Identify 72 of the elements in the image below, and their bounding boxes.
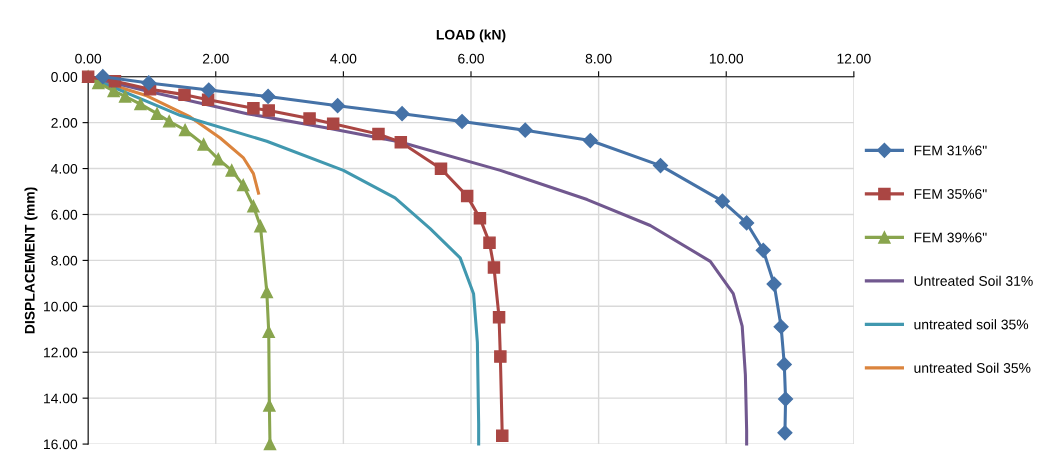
point [330, 98, 346, 114]
point [260, 285, 274, 299]
point [394, 106, 410, 122]
point [778, 391, 794, 407]
point [434, 162, 448, 176]
point [201, 82, 217, 98]
y-tick-label: 4.00 [51, 163, 78, 174]
legend-label: Untreated Soil 31% [914, 275, 1033, 286]
y-tick-label: 16.00 [44, 439, 78, 450]
point [487, 261, 501, 274]
x-tick-label: 0.00 [75, 53, 102, 64]
point [739, 215, 755, 231]
point [326, 117, 340, 131]
point [236, 178, 250, 192]
y-tick-label: 12.00 [44, 347, 78, 358]
point [582, 132, 598, 149]
y-tick-label: 10.00 [44, 301, 78, 312]
y-tick-label: 14.00 [44, 393, 78, 404]
x-tick-label: 10.00 [709, 53, 744, 64]
point [777, 425, 793, 441]
y-tick-label: 6.00 [51, 209, 78, 220]
point [263, 399, 276, 412]
x-tick-label: 2.00 [202, 53, 229, 64]
point [372, 127, 385, 141]
point [262, 104, 275, 117]
point [225, 164, 238, 177]
x-tick-label: 4.00 [330, 53, 357, 64]
point [254, 219, 267, 233]
legend-label: FEM 31%6" [914, 145, 987, 156]
point [141, 75, 157, 91]
point [303, 112, 316, 125]
point [260, 88, 276, 105]
legend-label: FEM 35%6" [914, 189, 987, 199]
point [494, 350, 507, 363]
point [473, 211, 487, 225]
y-axis-title: DISPLACEMENT (mm) [24, 187, 38, 334]
point [150, 107, 164, 120]
point [483, 236, 496, 249]
x-tick-label: 12.00 [837, 53, 871, 64]
legend-label: untreated soil 35% [914, 319, 1029, 330]
y-tick-label: 0.00 [51, 72, 78, 82]
point [394, 135, 408, 149]
legend-label: FEM 39%6" [914, 232, 987, 243]
y-tick-label: 2.00 [51, 117, 78, 128]
point [262, 325, 275, 339]
point [766, 276, 782, 292]
point [247, 199, 260, 213]
point [134, 97, 147, 111]
point [178, 123, 192, 137]
point [714, 193, 730, 209]
point [652, 158, 669, 174]
point [95, 69, 111, 85]
point [496, 429, 509, 443]
point [517, 122, 533, 138]
point [755, 242, 771, 258]
point [162, 115, 176, 128]
point [454, 113, 470, 130]
point [197, 138, 210, 151]
point [178, 88, 191, 101]
x-axis-title: LOAD (kN) [436, 29, 506, 43]
point [263, 437, 277, 451]
point [118, 90, 132, 103]
point [212, 152, 225, 166]
point [492, 311, 506, 324]
x-tick-label: 8.00 [585, 53, 612, 64]
point [460, 189, 474, 203]
point [773, 319, 789, 335]
y-tick-label: 8.00 [51, 255, 78, 266]
point [247, 101, 260, 115]
point [776, 356, 792, 372]
legend-label: untreated Soil 35% [914, 362, 1031, 373]
x-tick-label: 6.00 [458, 53, 484, 64]
